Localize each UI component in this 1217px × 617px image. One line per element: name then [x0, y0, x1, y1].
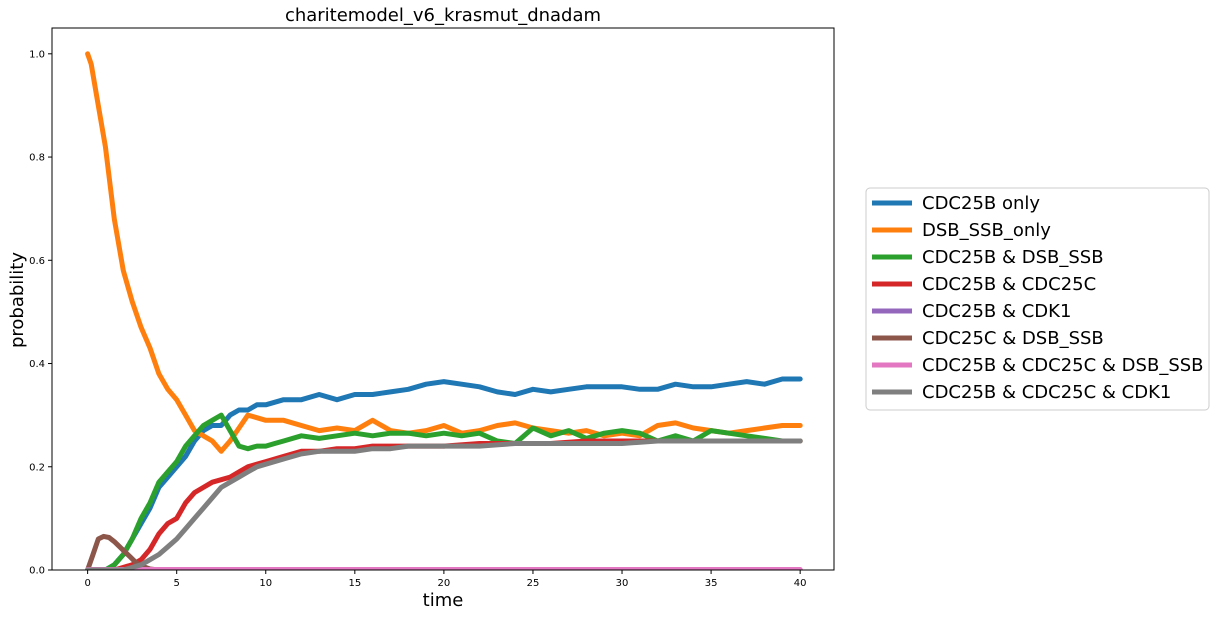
legend-entry: CDC25B only	[922, 193, 1040, 214]
series-line-2	[85, 51, 803, 454]
legend-entry: CDC25B & CDC25C	[922, 274, 1096, 295]
y-tick-label: 0.8	[29, 153, 45, 164]
x-axis-label: time	[423, 590, 464, 611]
chart-title: charitemodel_v6_krasmut_dnadam	[285, 5, 601, 26]
legend: CDC25B only DSB_SSB_only CDC25B & DSB_SSB C…	[865, 187, 1210, 411]
series-line-3	[85, 412, 803, 570]
x-tick-label: 10	[259, 578, 272, 589]
x-axis-ticks: 0 5 10 15 20 25 30 35 40	[84, 570, 807, 589]
plot-area	[85, 51, 803, 570]
y-tick-label: 0.6	[29, 256, 45, 267]
legend-entry: CDC25B & CDK1	[922, 301, 1071, 322]
series-line-6	[85, 533, 803, 570]
x-tick-label: 0	[84, 578, 90, 589]
y-tick-label: 1.0	[29, 49, 45, 60]
y-axis-label: probability	[7, 252, 28, 348]
legend-entry: CDC25C & DSB_SSB	[922, 328, 1104, 349]
x-tick-label: 5	[174, 578, 180, 589]
legend-entry: DSB_SSB_only	[922, 220, 1051, 241]
x-tick-label: 30	[616, 578, 629, 589]
legend-box	[865, 187, 1210, 411]
legend-entry: CDC25B & DSB_SSB	[922, 247, 1104, 268]
y-tick-label: 0.4	[29, 359, 45, 370]
x-tick-label: 40	[794, 578, 807, 589]
plot-frame	[51, 27, 835, 571]
y-tick-label: 0.2	[29, 462, 45, 473]
legend-entry: CDC25B & CDC25C & DSB_SSB	[922, 355, 1204, 376]
x-tick-label: 15	[348, 578, 361, 589]
y-axis-ticks: 0.0 0.2 0.4 0.6 0.8 1.0	[29, 49, 52, 577]
x-tick-label: 35	[705, 578, 718, 589]
x-tick-label: 20	[438, 578, 451, 589]
x-tick-label: 25	[527, 578, 540, 589]
series-line-8	[85, 438, 803, 570]
series-line-1	[85, 376, 803, 570]
legend-entry: CDC25B & CDC25C & CDK1	[922, 382, 1171, 403]
y-tick-label: 0.0	[29, 566, 45, 577]
series-line-4	[85, 438, 803, 570]
